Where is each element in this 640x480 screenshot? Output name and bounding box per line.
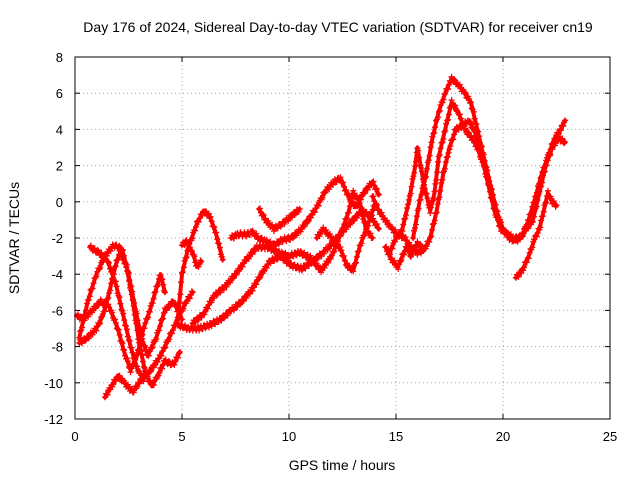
- x-tick-label: 10: [282, 429, 296, 444]
- y-tick-label: 0: [56, 195, 63, 210]
- series-pass-14: [386, 97, 487, 256]
- x-tick-label: 25: [603, 429, 617, 444]
- series-pass-5: [102, 370, 149, 401]
- series-pass-7: [179, 237, 205, 270]
- plus-markers: [410, 73, 569, 245]
- y-axis-label: SDTVAR / TECUs: [6, 182, 22, 294]
- plus-markers: [382, 238, 427, 273]
- plus-markers: [228, 174, 382, 250]
- y-tick-label: -12: [44, 412, 63, 427]
- axis-ticks: 0 5 10 15 20 25 -12 -10 -8 -6 -4 -2 0 2 4 6 8: [44, 50, 617, 444]
- series-pass-9: [189, 187, 376, 327]
- plus-markers: [102, 370, 149, 401]
- series-pass-16: [512, 187, 560, 281]
- x-tick-label: 15: [389, 429, 403, 444]
- plus-markers: [179, 237, 205, 270]
- x-axis-label: GPS time / hours: [289, 457, 396, 473]
- y-tick-label: 8: [56, 50, 63, 65]
- series-pass-17: [382, 238, 427, 273]
- series-pass-15: [410, 73, 569, 245]
- y-tick-label: -4: [51, 267, 63, 282]
- series-pass-11: [256, 205, 303, 235]
- series-pass-2: [74, 272, 168, 376]
- plus-markers: [256, 205, 303, 235]
- x-tick-label: 0: [71, 429, 78, 444]
- plot-area: [74, 73, 569, 401]
- y-tick-label: 6: [56, 86, 63, 101]
- plus-markers: [74, 272, 168, 376]
- plus-markers: [313, 202, 378, 275]
- series-pass-12: [313, 202, 378, 275]
- plus-markers: [512, 187, 560, 281]
- y-tick-label: -8: [51, 340, 63, 355]
- x-tick-label: 20: [496, 429, 510, 444]
- plus-markers: [174, 208, 226, 323]
- y-tick-label: 4: [56, 122, 63, 137]
- y-tick-label: 2: [56, 159, 63, 174]
- series-pass-6: [174, 208, 226, 323]
- y-tick-label: -2: [51, 231, 63, 246]
- series-pass-10: [228, 174, 382, 250]
- x-tick-label: 5: [178, 429, 185, 444]
- y-tick-label: -10: [44, 376, 63, 391]
- y-tick-label: -6: [51, 303, 63, 318]
- chart-title: Day 176 of 2024, Sidereal Day-to-day VTE…: [83, 19, 593, 35]
